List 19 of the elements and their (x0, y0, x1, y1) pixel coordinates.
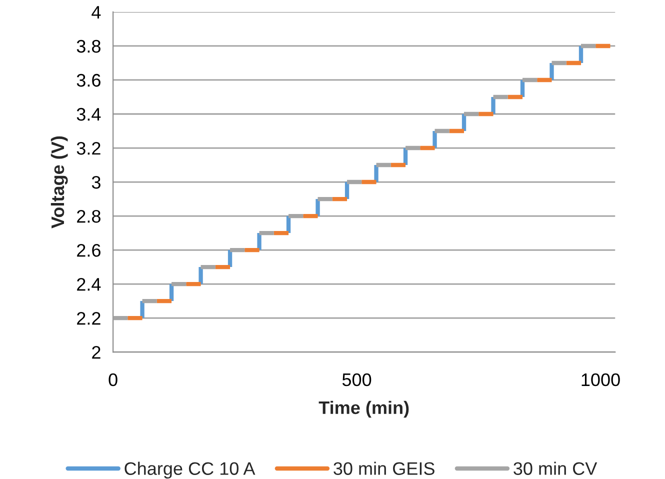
x-axis-title: Time (min) (318, 400, 409, 418)
y-tick-label: 3.4 (76, 108, 101, 121)
y-tick-label: 2.4 (77, 278, 101, 291)
y-axis-title: Voltage (V) (50, 136, 68, 228)
y-tick-label: 3.2 (76, 142, 100, 155)
y-tick-label: 4 (92, 6, 101, 19)
y-tick-label: 2 (92, 346, 100, 359)
x-tick-label: 0 (108, 373, 118, 386)
legend-label: 30 min CV (514, 462, 598, 475)
y-tick-label: 2.8 (77, 210, 100, 223)
y-tick-label: 2.6 (77, 244, 100, 257)
x-tick-label: 500 (342, 373, 372, 386)
x-tick-label: 1000 (582, 373, 620, 386)
y-tick-label: 3.6 (76, 74, 100, 87)
y-tick-label: 3.8 (76, 40, 100, 53)
legend-label: 30 min GEIS (334, 462, 434, 475)
legend-label: Charge CC 10 A (124, 462, 256, 479)
y-tick-label: 3 (92, 176, 100, 189)
y-tick-label: 2.2 (77, 312, 100, 325)
